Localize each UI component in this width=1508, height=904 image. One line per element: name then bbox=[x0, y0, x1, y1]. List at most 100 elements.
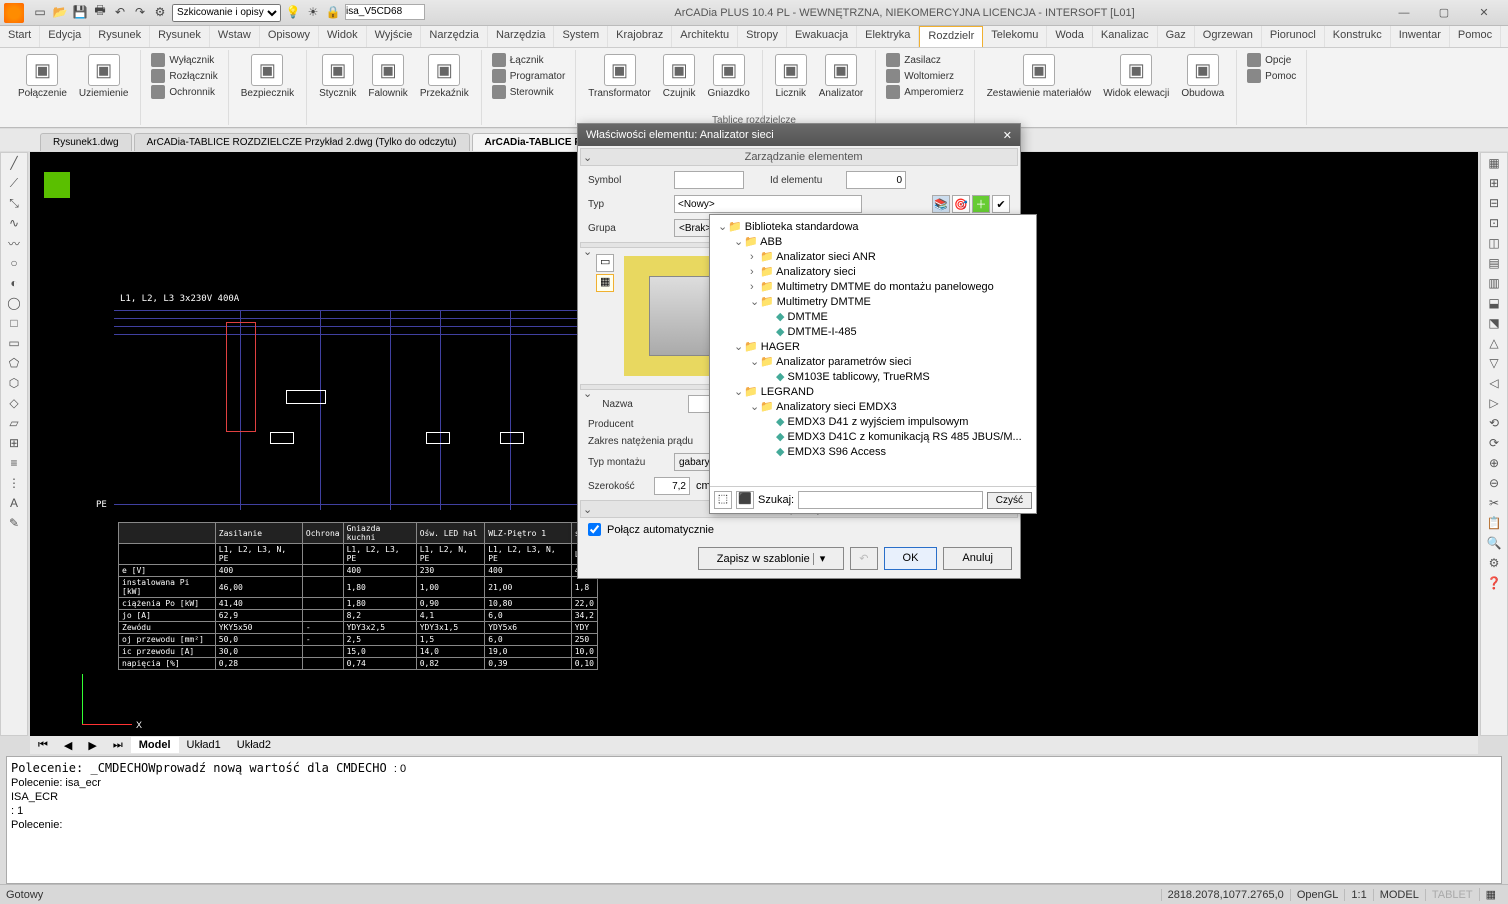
right-tool-icon[interactable]: ⬔ bbox=[1481, 313, 1507, 333]
qat-open-icon[interactable]: 📂 bbox=[52, 4, 68, 20]
ribbon-stycznik[interactable]: ▣Stycznik bbox=[313, 52, 362, 101]
close-button[interactable]: ✕ bbox=[1464, 2, 1504, 24]
ok-button[interactable]: OK bbox=[884, 547, 938, 570]
right-tool-icon[interactable]: ⟲ bbox=[1481, 413, 1507, 433]
right-tool-icon[interactable]: ✂ bbox=[1481, 493, 1507, 513]
ribbon-small-rozłącznik[interactable]: Rozłącznik bbox=[147, 68, 221, 84]
left-tool-icon[interactable]: ○ bbox=[1, 253, 27, 273]
tree-node[interactable]: ›Multimetry DMTME do montażu panelowego bbox=[714, 279, 1032, 294]
right-tool-icon[interactable]: ◫ bbox=[1481, 233, 1507, 253]
section-manage[interactable]: ⌄Zarządzanie elementem bbox=[580, 148, 1018, 166]
dialog-close-icon[interactable]: ✕ bbox=[1003, 129, 1012, 142]
ribbon-small-wyłącznik[interactable]: Wyłącznik bbox=[147, 52, 221, 68]
left-tool-icon[interactable]: ◯ bbox=[1, 293, 27, 313]
menu-ogrzewan[interactable]: Ogrzewan bbox=[1195, 26, 1262, 47]
menu-elektryka[interactable]: Elektryka bbox=[857, 26, 919, 47]
menu-inwentar[interactable]: Inwentar bbox=[1391, 26, 1450, 47]
menu-gaz[interactable]: Gaz bbox=[1158, 26, 1195, 47]
left-tool-icon[interactable]: ◇ bbox=[1, 393, 27, 413]
left-tool-icon[interactable]: ⟋ bbox=[1, 173, 27, 193]
qat-print-icon[interactable]: 🖶 bbox=[92, 4, 108, 20]
qat-mode-select[interactable]: Szkicowanie i opisy bbox=[172, 4, 281, 22]
tree-node[interactable]: ⌄Biblioteka standardowa bbox=[714, 219, 1032, 234]
menu-ewakuacja[interactable]: Ewakuacja bbox=[787, 26, 857, 47]
right-tool-icon[interactable]: ❓ bbox=[1481, 573, 1507, 593]
ribbon-small-ochronnik[interactable]: Ochronnik bbox=[147, 84, 221, 100]
qat-lock-icon[interactable]: 🔒 bbox=[325, 4, 341, 20]
tree-node[interactable]: ⌄Analizatory sieci EMDX3 bbox=[714, 399, 1032, 414]
menu-narzędzia[interactable]: Narzędzia bbox=[421, 26, 488, 47]
qat-bulb-icon[interactable]: 💡 bbox=[285, 4, 301, 20]
left-tool-icon[interactable]: 〰 bbox=[1, 233, 27, 253]
menu-system[interactable]: System bbox=[554, 26, 608, 47]
menu-widok[interactable]: Widok bbox=[319, 26, 367, 47]
left-tool-icon[interactable]: ∿ bbox=[1, 213, 27, 233]
tab-nav-next-icon[interactable]: ▶ bbox=[80, 737, 104, 754]
menu-krajobraz[interactable]: Krajobraz bbox=[608, 26, 672, 47]
menu-edycja[interactable]: Edycja bbox=[40, 26, 90, 47]
minimize-button[interactable]: — bbox=[1384, 2, 1424, 24]
menu-start[interactable]: Start bbox=[0, 26, 40, 47]
status-model[interactable]: MODEL bbox=[1373, 889, 1425, 901]
right-tool-icon[interactable]: △ bbox=[1481, 333, 1507, 353]
ribbon-widok elewacji[interactable]: ▣Widok elewacji bbox=[1097, 52, 1175, 101]
ribbon-zestawienie materiałów[interactable]: ▣Zestawienie materiałów bbox=[981, 52, 1098, 101]
status-tablet[interactable]: TABLET bbox=[1425, 889, 1479, 901]
status-toggle-icon[interactable]: ▦ bbox=[1479, 888, 1502, 901]
ribbon-small-woltomierz[interactable]: Woltomierz bbox=[882, 68, 967, 84]
left-tool-icon[interactable]: ⬡ bbox=[1, 373, 27, 393]
typ-check-icon[interactable]: ✔ bbox=[992, 195, 1010, 213]
ribbon-gniazdko[interactable]: ▣Gniazdko bbox=[702, 52, 756, 101]
anuluj-button[interactable]: Anuluj bbox=[943, 547, 1012, 570]
ribbon-small-łącznik[interactable]: Łącznik bbox=[488, 52, 570, 68]
qat-new-icon[interactable]: ▭ bbox=[32, 4, 48, 20]
left-tool-icon[interactable]: ⊞ bbox=[1, 433, 27, 453]
right-tool-icon[interactable]: ▽ bbox=[1481, 353, 1507, 373]
typ-lib-icon[interactable]: 📚 bbox=[932, 195, 950, 213]
ribbon-analizator[interactable]: ▣Analizator bbox=[813, 52, 869, 101]
right-tool-icon[interactable]: ▦ bbox=[1481, 153, 1507, 173]
ribbon-bezpiecznik[interactable]: ▣Bezpiecznik bbox=[235, 52, 300, 101]
tree-node[interactable]: ⌄Analizator parametrów sieci bbox=[714, 354, 1032, 369]
tree-node[interactable]: ⌄HAGER bbox=[714, 339, 1032, 354]
tree-collapse-icon[interactable]: ⬛ bbox=[736, 491, 754, 509]
ribbon-small-zasilacz[interactable]: Zasilacz bbox=[882, 52, 967, 68]
right-tool-icon[interactable]: ⊞ bbox=[1481, 173, 1507, 193]
right-tool-icon[interactable]: ▤ bbox=[1481, 253, 1507, 273]
app-logo-icon[interactable] bbox=[4, 3, 24, 23]
qat-settings-icon[interactable]: ⚙ bbox=[152, 4, 168, 20]
layout-tab-układ1[interactable]: Układ1 bbox=[179, 737, 229, 753]
tab-nav-prev-icon[interactable]: ◀ bbox=[56, 737, 80, 754]
typ-input[interactable] bbox=[674, 195, 862, 213]
layout-tab-układ2[interactable]: Układ2 bbox=[229, 737, 279, 753]
tree-node[interactable]: DMTME bbox=[714, 309, 1032, 324]
left-tool-icon[interactable]: ⬠ bbox=[1, 353, 27, 373]
right-tool-icon[interactable]: 🔍 bbox=[1481, 533, 1507, 553]
dialog-titlebar[interactable]: Właściwości elementu: Analizator sieci ✕ bbox=[578, 124, 1020, 146]
menu-stropy[interactable]: Stropy bbox=[738, 26, 787, 47]
left-tool-icon[interactable]: ▱ bbox=[1, 413, 27, 433]
search-input[interactable] bbox=[798, 491, 983, 509]
menu-architektu[interactable]: Architektu bbox=[672, 26, 738, 47]
ribbon-obudowa[interactable]: ▣Obudowa bbox=[1175, 52, 1230, 101]
right-tool-icon[interactable]: ⟳ bbox=[1481, 433, 1507, 453]
left-tool-icon[interactable]: ⋮ bbox=[1, 473, 27, 493]
czysc-button[interactable]: Czyść bbox=[987, 492, 1032, 509]
tree-node[interactable]: ⌄ABB bbox=[714, 234, 1032, 249]
szer-input[interactable] bbox=[654, 477, 690, 495]
qat-redo-icon[interactable]: ↷ bbox=[132, 4, 148, 20]
ribbon-small-pomoc[interactable]: Pomoc bbox=[1243, 68, 1300, 84]
left-tool-icon[interactable]: □ bbox=[1, 313, 27, 333]
menu-narzędzia[interactable]: Narzędzia bbox=[488, 26, 555, 47]
doc-tab[interactable]: ArCADia-TABLICE ROZDZIELCZE Przykład 2.d… bbox=[134, 133, 470, 151]
ribbon-czujnik[interactable]: ▣Czujnik bbox=[657, 52, 702, 101]
tree-node[interactable]: EMDX3 D41 z wyjściem impulsowym bbox=[714, 414, 1032, 429]
tree-node[interactable]: EMDX3 S96 Access bbox=[714, 444, 1032, 459]
ribbon-small-opcje[interactable]: Opcje bbox=[1243, 52, 1300, 68]
ribbon-licznik[interactable]: ▣Licznik bbox=[769, 52, 813, 101]
status-opengl[interactable]: OpenGL bbox=[1290, 889, 1345, 901]
menu-telekomu[interactable]: Telekomu bbox=[983, 26, 1047, 47]
ribbon-small-amperomierz[interactable]: Amperomierz bbox=[882, 84, 967, 100]
menu-rysunek[interactable]: Rysunek bbox=[90, 26, 150, 47]
menu-kanalizac[interactable]: Kanalizac bbox=[1093, 26, 1158, 47]
